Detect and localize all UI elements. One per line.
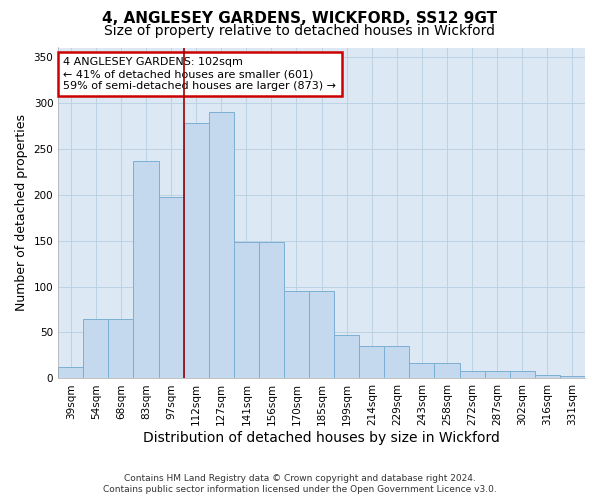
Bar [334,335,359,378]
Bar [109,318,133,378]
Bar [284,291,309,378]
X-axis label: Distribution of detached houses by size in Wickford: Distribution of detached houses by size … [143,431,500,445]
Text: 4, ANGLESEY GARDENS, WICKFORD, SS12 9GT: 4, ANGLESEY GARDENS, WICKFORD, SS12 9GT [103,11,497,26]
Y-axis label: Number of detached properties: Number of detached properties [15,114,28,312]
Bar [385,346,409,378]
Bar [259,242,284,378]
Bar [309,291,334,378]
Bar [434,363,460,378]
Bar [184,123,209,378]
Bar [535,375,560,378]
Text: 4 ANGLESEY GARDENS: 102sqm
← 41% of detached houses are smaller (601)
59% of sem: 4 ANGLESEY GARDENS: 102sqm ← 41% of deta… [64,58,337,90]
Bar [209,112,234,378]
Bar [485,371,510,378]
Text: Size of property relative to detached houses in Wickford: Size of property relative to detached ho… [104,24,496,38]
Bar [133,162,158,378]
Text: Contains HM Land Registry data © Crown copyright and database right 2024.
Contai: Contains HM Land Registry data © Crown c… [103,474,497,494]
Bar [58,368,83,378]
Bar [510,371,535,378]
Bar [359,346,385,378]
Bar [83,318,109,378]
Bar [234,242,259,378]
Bar [409,363,434,378]
Bar [560,376,585,378]
Bar [158,198,184,378]
Bar [460,371,485,378]
